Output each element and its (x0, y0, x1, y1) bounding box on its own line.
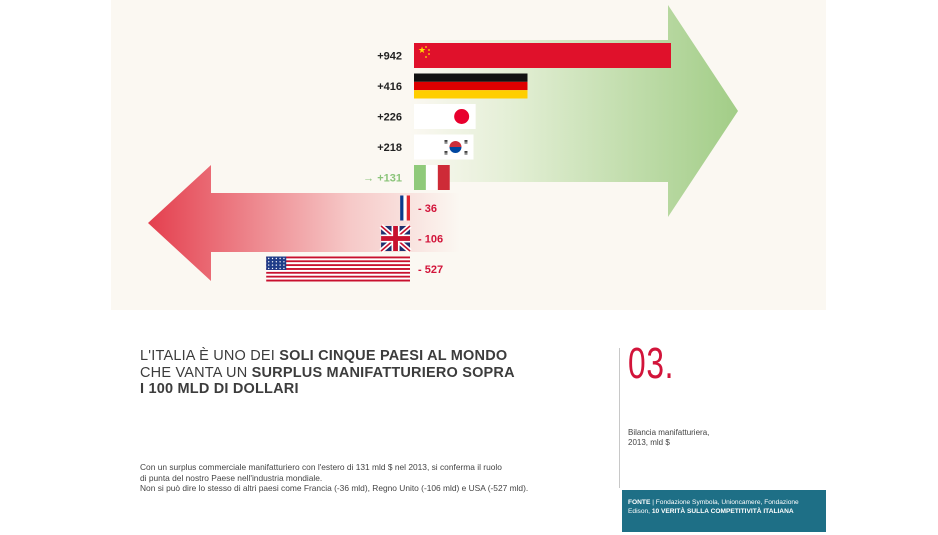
body-text: Con un surplus commerciale manifatturier… (140, 462, 610, 494)
caption-line2: 2013, mld $ (628, 438, 670, 447)
body-line3: Non si può dire lo stesso di altri paesi… (140, 483, 529, 494)
svg-text:★: ★ (418, 46, 426, 56)
headline-part5: I 100 MLD DI DOLLARI (140, 381, 299, 397)
headline-part3: CHE VANTA UN (140, 364, 252, 381)
data-label: - 36 (418, 203, 437, 215)
bar-francia (400, 195, 410, 221)
bar-cina: ★ (414, 43, 671, 68)
bar-corea-del-sud (414, 134, 474, 160)
data-label: +416 (377, 81, 402, 93)
data-label: - 527 (418, 264, 443, 276)
bar-giappone (414, 104, 476, 129)
source-sep: | (650, 499, 656, 506)
caption-line1: Bilancia manifatturiera, (628, 428, 710, 437)
source-label: FONTE (628, 499, 651, 506)
headline-part4: SURPLUS MANIFATTURIERO SOPRA (251, 364, 515, 381)
data-label: +218 (377, 142, 402, 154)
headline-part1: L'ITALIA È UNO DEI (140, 348, 280, 364)
data-label: +226 (377, 112, 402, 124)
source-text1: Fondazione Symbola, Unioncamere, Fondazi… (655, 499, 799, 506)
chart: ★ +942 +416 +226 +218 → +131 - 36 - 106 - 527 (148, 5, 738, 282)
bars-group: ★ (266, 43, 671, 282)
bar-usa (266, 256, 410, 282)
source-text2a: Edison, (628, 508, 652, 515)
bar-italia (414, 165, 450, 190)
source-box: FONTE | Fondazione Symbola, Unioncamere,… (622, 490, 826, 532)
divider (619, 348, 620, 488)
body-line1: Con un surplus commerciale manifatturier… (140, 462, 502, 472)
headline: L'ITALIA È UNO DEI SOLI CINQUE PAESI AL … (140, 348, 560, 398)
bar-germania (414, 73, 528, 99)
figure-number: 03. (628, 339, 675, 388)
body-line2: di punta del nostro Paese nell'industria… (140, 472, 323, 483)
data-label: - 106 (418, 234, 443, 246)
figure-caption: Bilancia manifatturiera, 2013, mld $ (628, 428, 818, 448)
data-label: +942 (377, 51, 402, 63)
headline-part2: SOLI CINQUE PAESI AL MONDO (279, 348, 508, 364)
labels-group: +942 +416 +226 +218 → +131 - 36 - 106 - 527 (363, 51, 443, 277)
source-text2b: 10 VERITÀ SULLA COMPETITIVITÀ ITALIANA (651, 508, 794, 515)
bar-regno-unito (379, 224, 412, 253)
data-label: → +131 (363, 173, 402, 185)
